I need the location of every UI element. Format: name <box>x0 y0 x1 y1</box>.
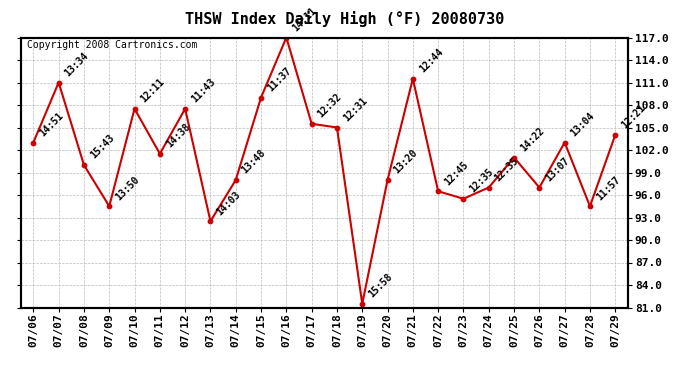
Text: 11:37: 11:37 <box>265 66 293 93</box>
Point <box>28 140 39 146</box>
Point <box>433 188 444 194</box>
Text: 14:11: 14:11 <box>290 6 318 33</box>
Point <box>104 203 115 209</box>
Text: 12:44: 12:44 <box>417 47 445 75</box>
Text: 13:50: 13:50 <box>113 174 141 202</box>
Point <box>129 106 140 112</box>
Point <box>79 162 90 168</box>
Point <box>255 94 266 100</box>
Point <box>357 301 368 307</box>
Text: 13:34: 13:34 <box>63 51 90 78</box>
Text: 14:38: 14:38 <box>164 122 192 150</box>
Point <box>407 76 418 82</box>
Text: 12:21: 12:21 <box>620 103 647 131</box>
Text: 11:43: 11:43 <box>189 77 217 105</box>
Point <box>559 140 570 146</box>
Point <box>584 203 595 209</box>
Text: 12:32: 12:32 <box>316 92 344 120</box>
Point <box>610 132 621 138</box>
Point <box>53 80 64 86</box>
Point <box>483 184 494 190</box>
Text: THSW Index Daily High (°F) 20080730: THSW Index Daily High (°F) 20080730 <box>186 11 504 27</box>
Point <box>534 184 545 190</box>
Text: 12:11: 12:11 <box>139 77 166 105</box>
Point <box>230 177 241 183</box>
Point <box>382 177 393 183</box>
Text: 12:35: 12:35 <box>493 156 521 183</box>
Text: 15:58: 15:58 <box>366 272 394 300</box>
Text: 14:51: 14:51 <box>37 111 66 138</box>
Text: 11:57: 11:57 <box>594 174 622 202</box>
Text: 15:43: 15:43 <box>88 133 116 161</box>
Text: 13:48: 13:48 <box>240 148 268 176</box>
Point <box>458 196 469 202</box>
Point <box>155 151 166 157</box>
Text: 14:22: 14:22 <box>518 126 546 153</box>
Text: 14:03: 14:03 <box>215 189 242 217</box>
Text: 12:31: 12:31 <box>341 96 369 123</box>
Text: 13:07: 13:07 <box>544 156 571 183</box>
Text: Copyright 2008 Cartronics.com: Copyright 2008 Cartronics.com <box>27 40 197 50</box>
Text: 12:45: 12:45 <box>442 159 470 187</box>
Point <box>205 218 216 224</box>
Point <box>331 124 342 130</box>
Text: 13:20: 13:20 <box>392 148 420 176</box>
Point <box>306 121 317 127</box>
Text: 12:35: 12:35 <box>468 167 495 195</box>
Point <box>509 154 520 160</box>
Point <box>179 106 190 112</box>
Text: 13:04: 13:04 <box>569 111 597 138</box>
Point <box>281 34 292 40</box>
